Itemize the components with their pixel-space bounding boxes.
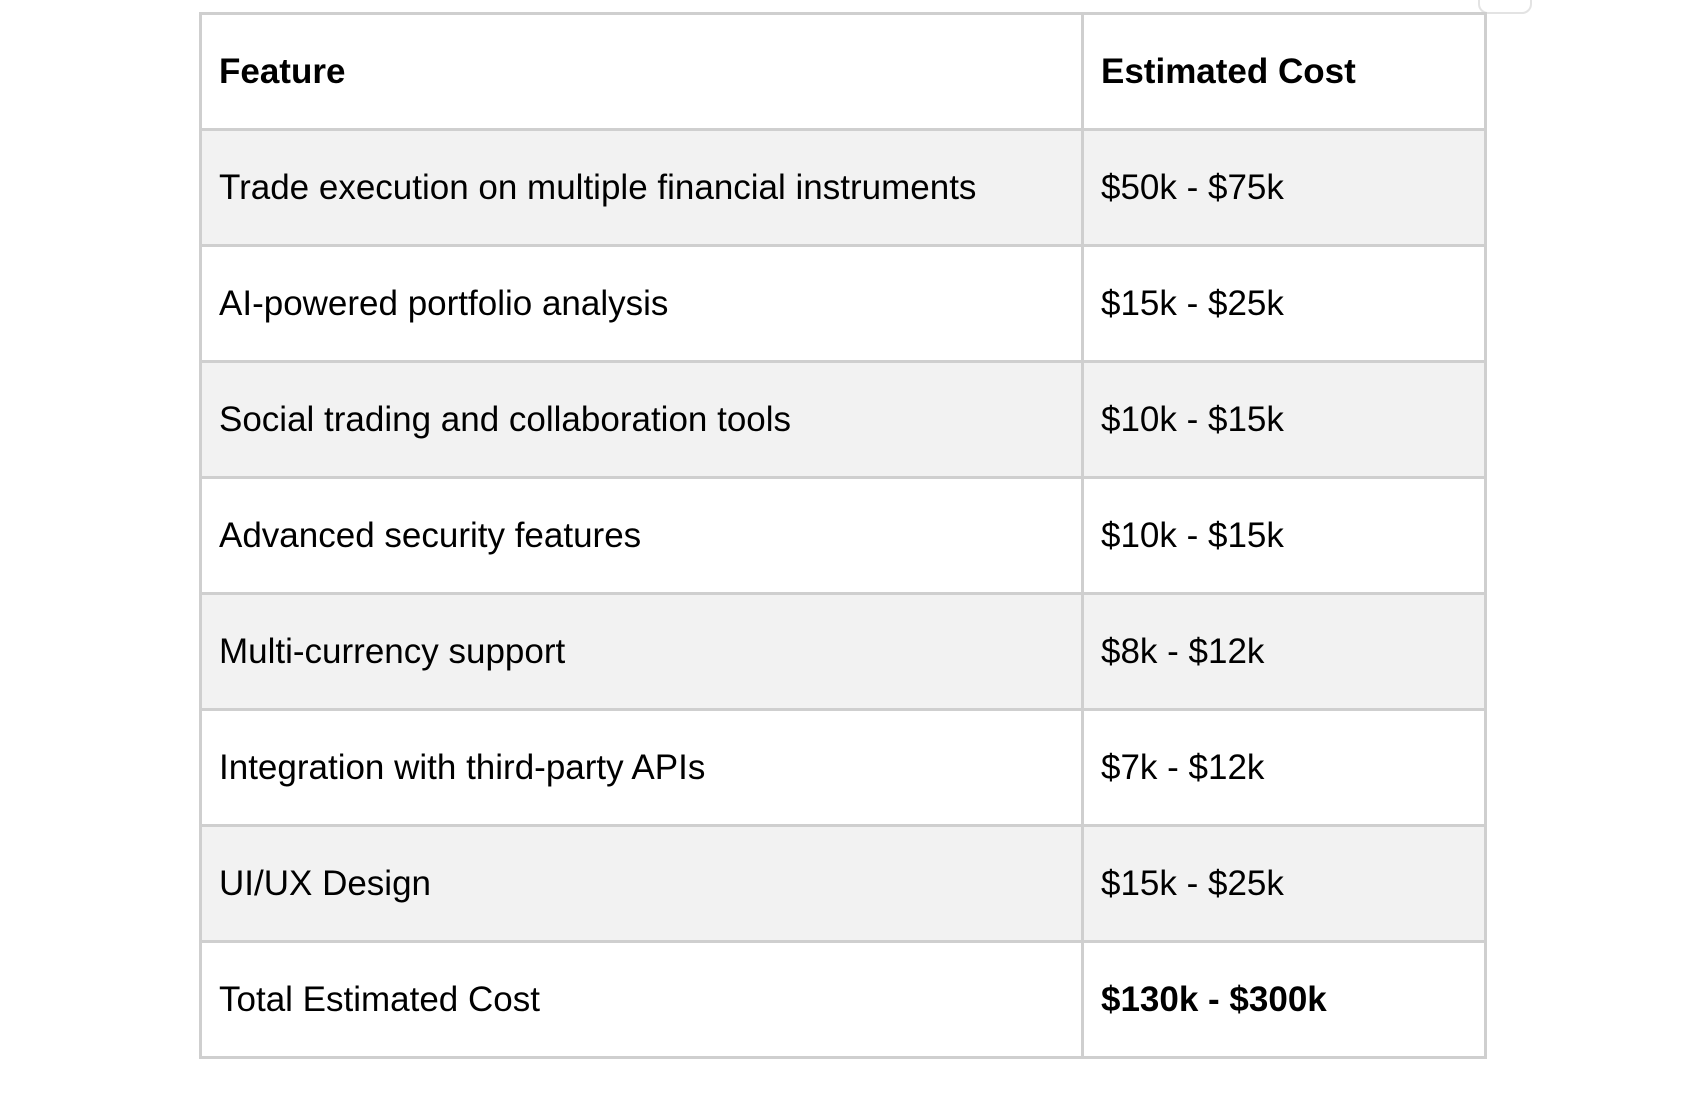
table-row: AI-powered portfolio analysis $15k - $25… [199,244,1487,363]
total-label: Total Estimated Cost [199,940,1084,1059]
copy-handle-icon[interactable] [1478,0,1532,14]
header-feature: Feature [199,12,1084,131]
table-row: Trade execution on multiple financial in… [199,128,1487,247]
cost-cell: $15k - $25k [1081,824,1487,943]
table-row: Integration with third-party APIs $7k - … [199,708,1487,827]
cost-cell: $10k - $15k [1081,360,1487,479]
cost-cell: $15k - $25k [1081,244,1487,363]
table-row: UI/UX Design $15k - $25k [199,824,1487,943]
feature-cell: Integration with third-party APIs [199,708,1084,827]
cost-cell: $8k - $12k [1081,592,1487,711]
total-cost-value: $130k - $300k [1081,940,1487,1059]
feature-cell: Multi-currency support [199,592,1084,711]
cost-cell: $7k - $12k [1081,708,1487,827]
cost-cell: $10k - $15k [1081,476,1487,595]
feature-cell: UI/UX Design [199,824,1084,943]
feature-cell: Social trading and collaboration tools [199,360,1084,479]
cost-estimate-table: Feature Estimated Cost Trade execution o… [199,12,1487,1059]
feature-cell: AI-powered portfolio analysis [199,244,1084,363]
table-row: Multi-currency support $8k - $12k [199,592,1487,711]
table-row: Advanced security features $10k - $15k [199,476,1487,595]
table-row: Social trading and collaboration tools $… [199,360,1487,479]
cost-cell: $50k - $75k [1081,128,1487,247]
header-estimated-cost: Estimated Cost [1081,12,1487,131]
feature-cell: Advanced security features [199,476,1084,595]
table-header-row: Feature Estimated Cost [199,12,1487,131]
total-row: Total Estimated Cost $130k - $300k [199,940,1487,1059]
feature-cell: Trade execution on multiple financial in… [199,128,1084,247]
